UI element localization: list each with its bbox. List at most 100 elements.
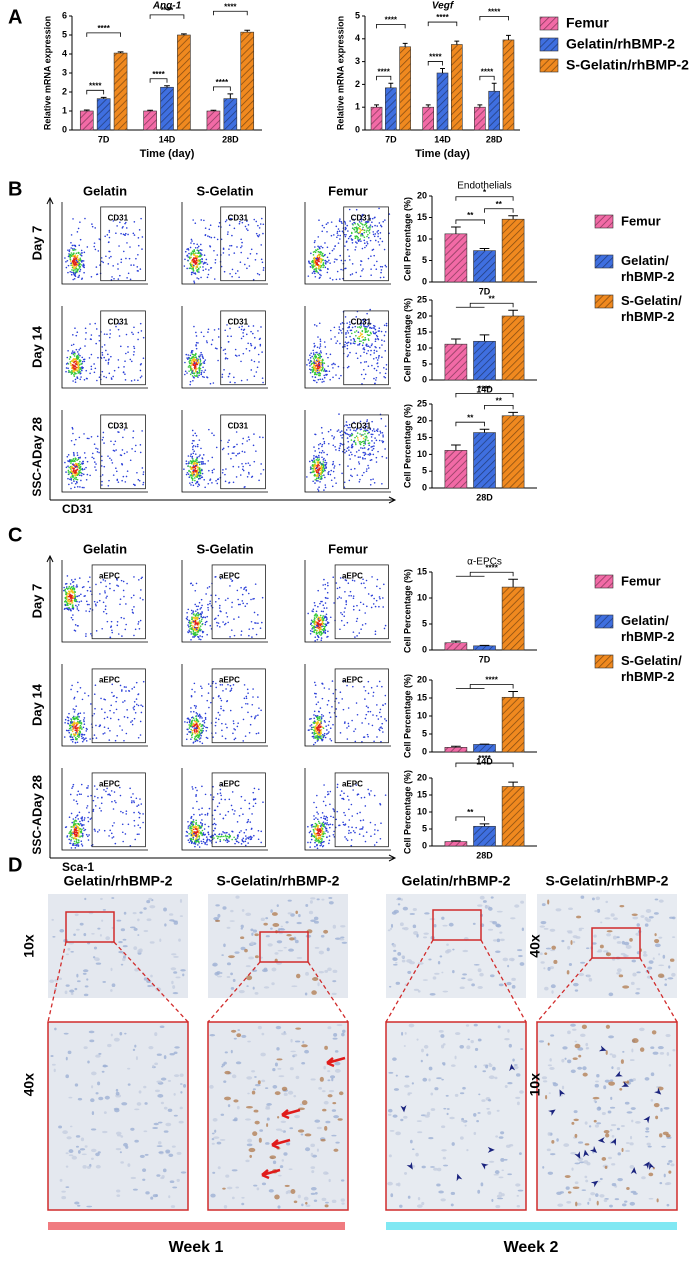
event-dot xyxy=(231,245,233,247)
event-dot xyxy=(193,360,195,362)
event-dot xyxy=(101,346,103,348)
event-dot xyxy=(78,264,80,266)
event-dot xyxy=(320,634,322,636)
event-dot xyxy=(261,622,263,624)
event-dot xyxy=(203,725,205,727)
event-dot xyxy=(72,600,74,602)
event-dot xyxy=(311,369,313,371)
event-dot xyxy=(253,461,255,463)
significance-label: **** xyxy=(478,385,491,394)
event-dot xyxy=(69,258,71,260)
event-dot xyxy=(87,246,89,248)
event-dot xyxy=(63,587,65,589)
event-dot xyxy=(326,353,328,355)
event-dot xyxy=(263,267,265,269)
event-dot xyxy=(72,463,74,465)
event-dot xyxy=(256,371,258,373)
event-dot xyxy=(314,693,316,695)
event-dot xyxy=(194,477,196,479)
event-dot xyxy=(64,722,66,724)
event-dot xyxy=(317,488,319,490)
event-dot xyxy=(312,471,314,473)
event-dot xyxy=(187,624,189,626)
event-dot xyxy=(360,362,362,364)
event-dot xyxy=(97,601,99,603)
event-dot xyxy=(314,262,316,264)
event-dot xyxy=(75,266,77,268)
event-dot xyxy=(227,441,229,443)
bar xyxy=(224,99,237,130)
event-dot xyxy=(376,586,378,588)
event-dot xyxy=(228,439,230,441)
event-dot xyxy=(257,225,259,227)
event-dot xyxy=(354,341,356,343)
event-dot xyxy=(67,575,69,577)
event-dot xyxy=(322,629,324,631)
event-dot xyxy=(321,735,323,737)
event-dot xyxy=(359,456,361,458)
event-dot xyxy=(212,472,214,474)
event-dot xyxy=(70,689,72,691)
event-dot xyxy=(191,689,193,691)
event-dot xyxy=(321,468,323,470)
event-dot xyxy=(72,380,74,382)
event-dot xyxy=(327,246,329,248)
event-dot xyxy=(374,225,376,227)
legend-label: Femur xyxy=(621,573,661,588)
event-dot xyxy=(368,593,370,595)
event-dot xyxy=(105,586,107,588)
event-dot xyxy=(108,263,110,265)
event-dot xyxy=(348,255,350,257)
event-dot xyxy=(359,340,361,342)
event-dot xyxy=(192,479,194,481)
event-dot xyxy=(68,590,70,592)
event-dot xyxy=(325,267,327,269)
event-dot xyxy=(256,233,258,235)
event-dot xyxy=(344,607,346,609)
significance-bracket xyxy=(456,817,485,821)
event-dot xyxy=(368,237,370,239)
event-dot xyxy=(362,458,364,460)
event-dot xyxy=(320,275,322,277)
error-bar xyxy=(388,83,393,88)
event-dot xyxy=(108,739,110,741)
event-dot xyxy=(235,455,237,457)
event-dot xyxy=(339,255,341,257)
event-dot xyxy=(334,261,336,263)
event-dot xyxy=(199,608,201,610)
event-dot xyxy=(353,342,355,344)
event-dot xyxy=(70,729,72,731)
event-dot xyxy=(356,635,358,637)
event-dot xyxy=(246,268,248,270)
event-dot xyxy=(109,636,111,638)
event-dot xyxy=(140,218,142,220)
event-dot xyxy=(311,724,313,726)
event-dot xyxy=(341,620,343,622)
event-dot xyxy=(80,480,82,482)
event-dot xyxy=(309,365,311,367)
event-dot xyxy=(84,218,86,220)
event-dot xyxy=(323,631,325,633)
event-dot xyxy=(259,436,261,438)
event-dot xyxy=(318,490,320,492)
event-dot xyxy=(348,725,350,727)
event-dot xyxy=(376,704,378,706)
event-dot xyxy=(81,363,83,365)
scatter-cloud xyxy=(65,323,144,383)
event-dot xyxy=(121,617,123,619)
event-dot xyxy=(321,452,323,454)
event-dot xyxy=(251,476,253,478)
event-dot xyxy=(79,253,81,255)
event-dot xyxy=(319,718,321,720)
event-dot xyxy=(322,263,324,265)
event-dot xyxy=(313,619,315,621)
event-dot xyxy=(347,327,349,329)
event-dot xyxy=(338,429,340,431)
event-dot xyxy=(139,480,141,482)
event-dot xyxy=(196,622,198,624)
significance-bracket xyxy=(456,422,485,426)
event-dot xyxy=(218,622,220,624)
event-dot xyxy=(367,465,369,467)
event-dot xyxy=(226,727,228,729)
event-dot xyxy=(84,252,86,254)
